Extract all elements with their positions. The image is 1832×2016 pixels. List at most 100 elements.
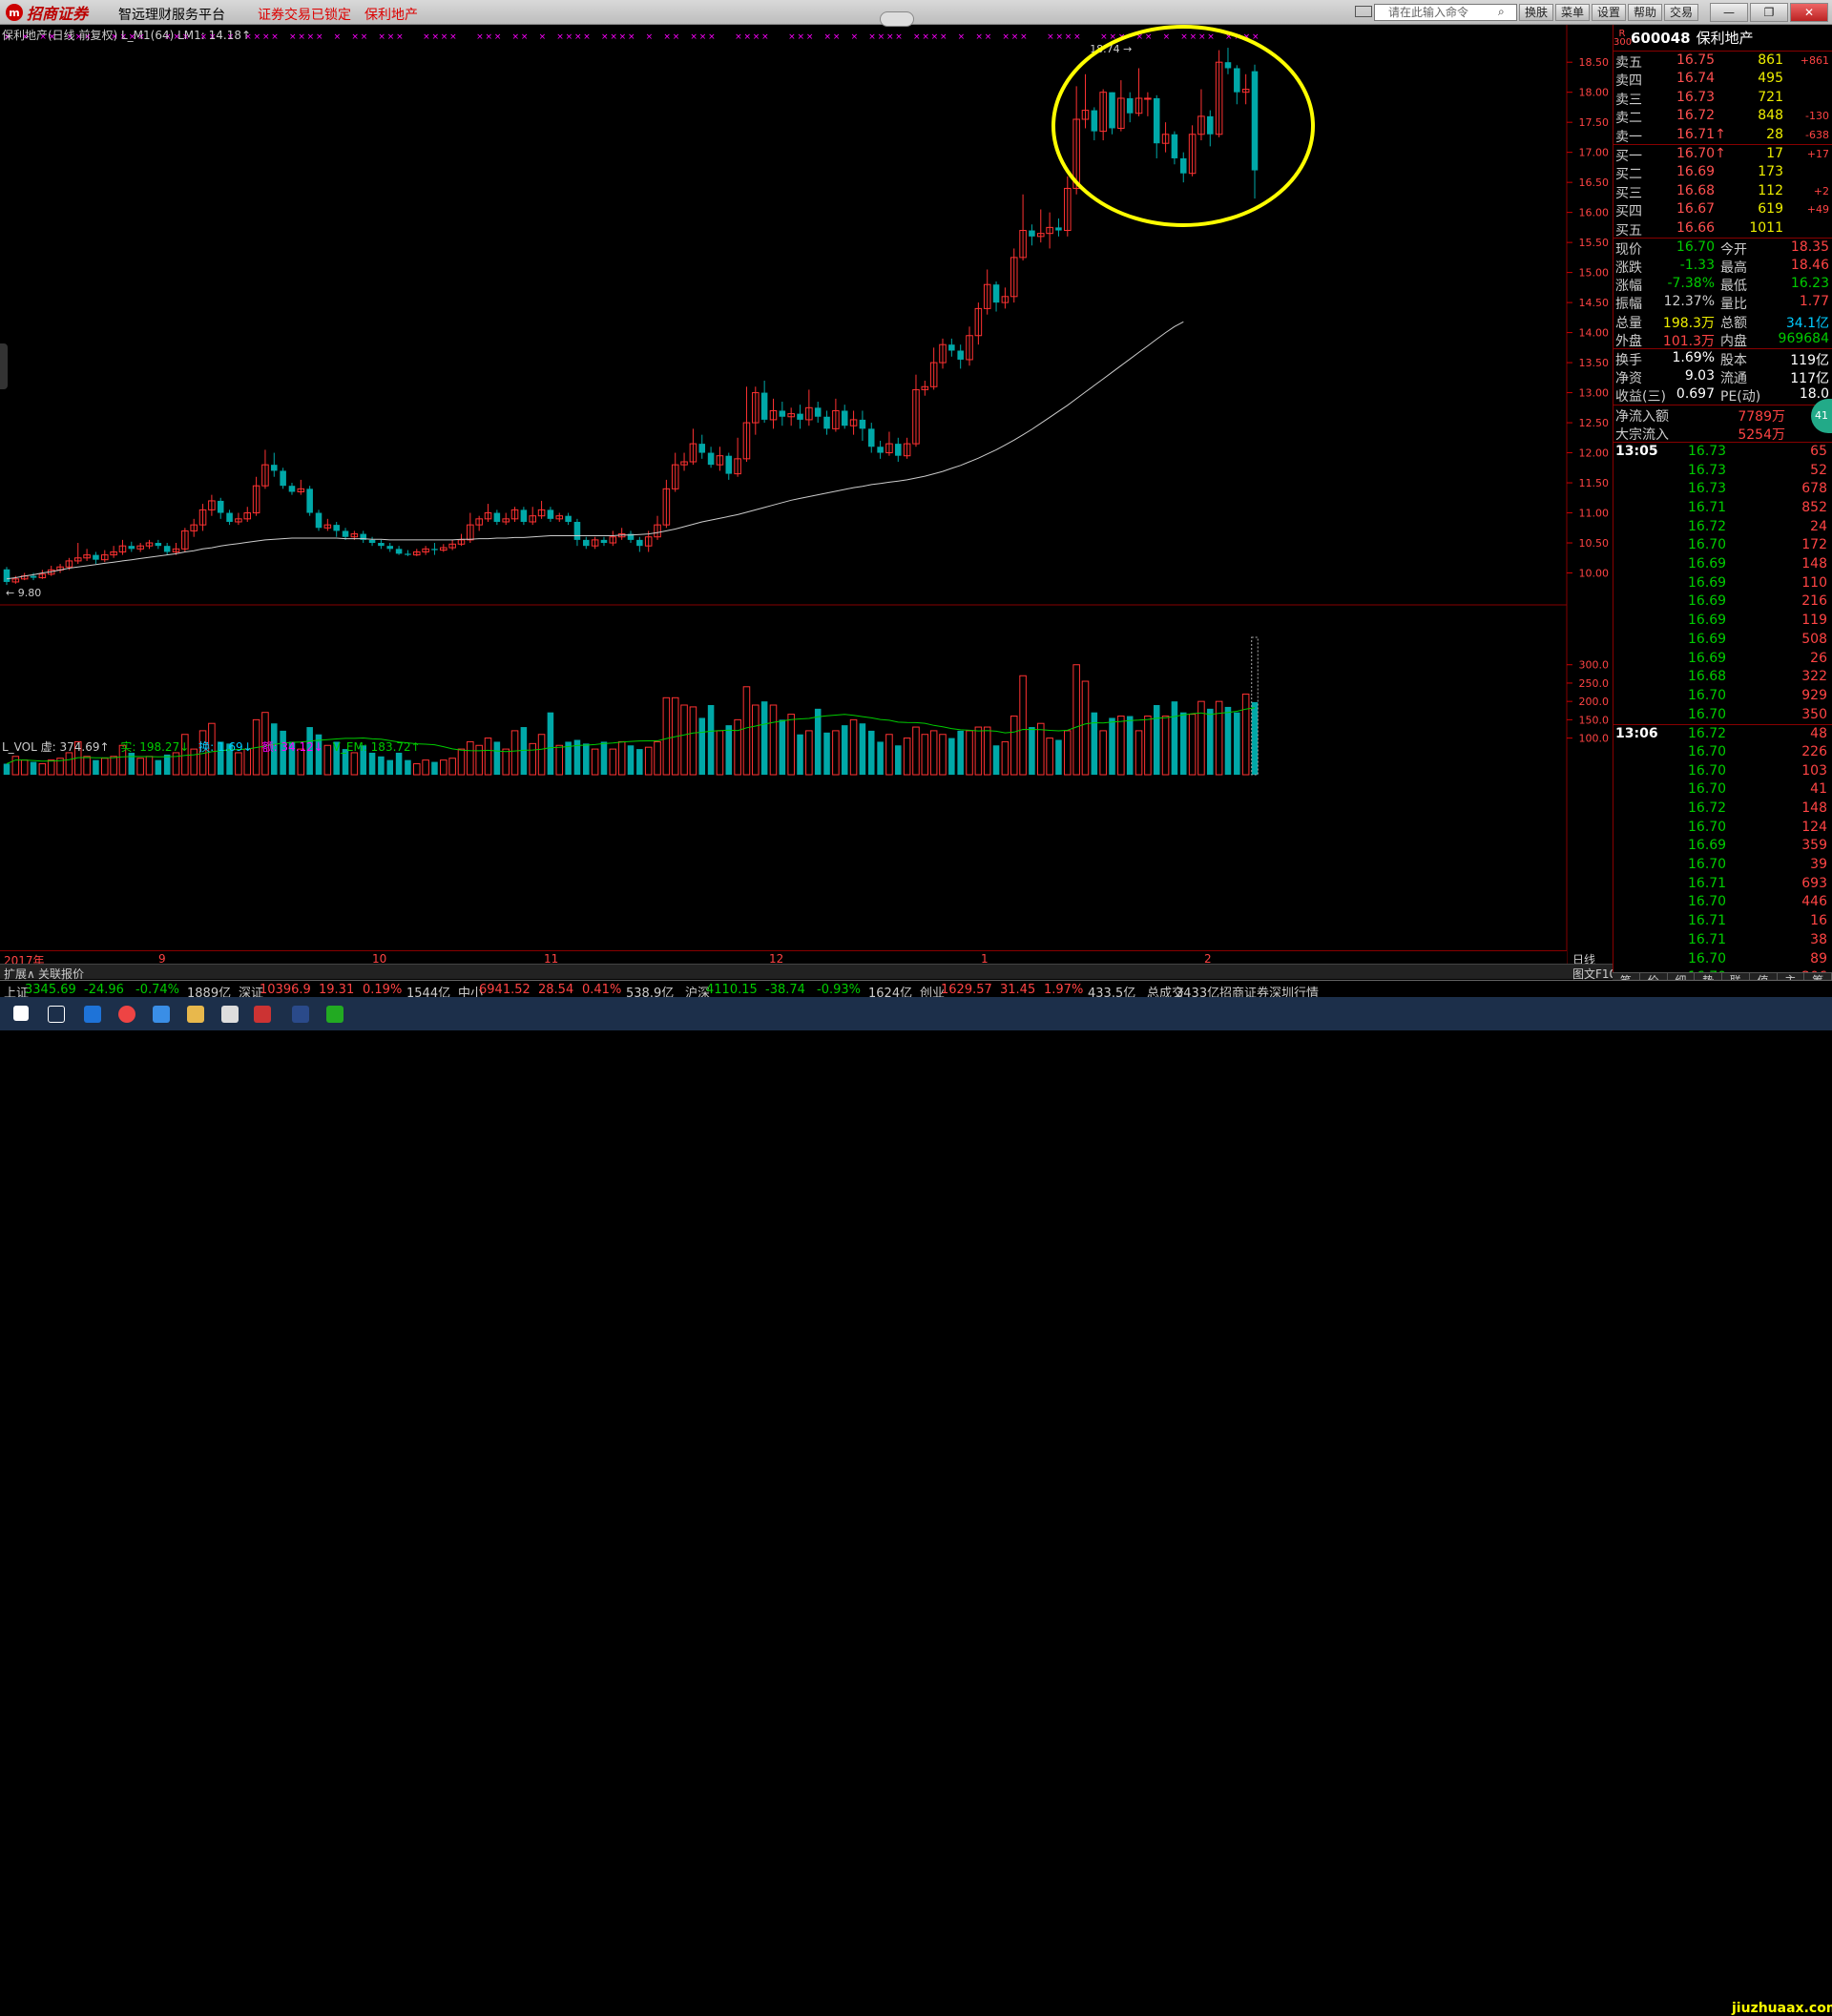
bid-level[interactable]: 买二 16.69 173 xyxy=(1613,163,1832,182)
folder-icon[interactable] xyxy=(187,1006,204,1023)
tick-row[interactable]: 16.72 24 xyxy=(1613,518,1832,537)
tick-row[interactable]: 16.70 89 xyxy=(1613,950,1832,969)
volume-bar xyxy=(280,730,286,775)
close-button[interactable]: ✕ xyxy=(1790,3,1828,22)
index-item: 1629.57 xyxy=(941,983,992,997)
tick-row[interactable]: 16.71 852 xyxy=(1613,499,1832,518)
candle-body xyxy=(1179,157,1187,174)
signal-marker: × xyxy=(200,32,208,42)
x-label: 1 xyxy=(981,952,989,966)
period-label[interactable]: 日线 xyxy=(1572,953,1596,966)
candle-body xyxy=(457,539,466,545)
bid-level[interactable]: 买五 16.66 1011 xyxy=(1613,219,1832,239)
settings-button[interactable]: 设置 xyxy=(1592,4,1626,21)
ie-icon[interactable] xyxy=(153,1006,170,1023)
volume-bar xyxy=(644,746,653,776)
minimize-button[interactable]: — xyxy=(1710,3,1748,22)
tick-row[interactable]: 16.70 929 xyxy=(1613,687,1832,706)
tick-row[interactable]: 16.70 350 xyxy=(1613,706,1832,725)
tick-row[interactable]: 16.70 226 xyxy=(1613,743,1832,762)
virtual-volume-bar xyxy=(1251,636,1259,776)
volume-bar xyxy=(20,759,29,776)
kline-chart-area[interactable]: 18.50 18.00 17.50 17.00 16.50 16.00 15.50 15.00… xyxy=(0,25,1613,973)
app-icon[interactable] xyxy=(254,1006,271,1023)
edge-icon[interactable] xyxy=(84,1006,101,1023)
tick-row[interactable]: 16.71 16 xyxy=(1613,912,1832,931)
tick-row[interactable]: 16.69 508 xyxy=(1613,631,1832,650)
kline-chart-svg[interactable]: 18.50 18.00 17.50 17.00 16.50 16.00 15.50 15.00… xyxy=(0,25,1613,973)
signal-marker: × xyxy=(351,32,359,42)
tick-row[interactable]: 16.70 124 xyxy=(1613,819,1832,838)
right-panel-grip[interactable]: 41 xyxy=(1811,399,1832,433)
ask-level[interactable]: 卖四 16.74 495 xyxy=(1613,70,1832,89)
candle-body xyxy=(1117,97,1125,129)
keyboard-icon[interactable] xyxy=(1355,6,1372,17)
tab-related-quotes[interactable]: 关联报价 xyxy=(38,967,85,981)
title-stock-name[interactable]: 保利地产 xyxy=(364,8,418,23)
volume-bar xyxy=(1215,700,1223,776)
help-button[interactable]: 帮助 xyxy=(1628,4,1662,21)
tick-row[interactable]: 13:06 16.72 48 xyxy=(1613,724,1832,743)
search-icon[interactable]: ⌕ xyxy=(1498,5,1505,18)
candle-body xyxy=(440,547,448,551)
volume-bar xyxy=(288,741,296,775)
task-view-icon[interactable] xyxy=(48,1006,65,1023)
tick-row[interactable]: 16.70 446 xyxy=(1613,893,1832,912)
tick-row[interactable]: 16.71 38 xyxy=(1613,931,1832,950)
tick-row[interactable]: 16.69 119 xyxy=(1613,612,1832,631)
ask-level[interactable]: 卖五 16.75 861 +861 xyxy=(1613,52,1832,71)
signal-marker: × xyxy=(227,32,235,42)
volume-bar xyxy=(1055,739,1062,775)
skin-button[interactable]: 换肤 xyxy=(1519,4,1553,21)
tick-row[interactable]: 16.69 359 xyxy=(1613,837,1832,856)
ask-level[interactable]: 卖二 16.72 848 -130 xyxy=(1613,107,1832,126)
volume-bar xyxy=(912,726,920,776)
tick-row[interactable]: 13:05 16.73 65 xyxy=(1613,443,1832,462)
start-icon[interactable] xyxy=(13,1006,29,1021)
left-panel-grip[interactable] xyxy=(0,343,8,389)
tick-row[interactable]: 16.69 216 xyxy=(1613,592,1832,612)
ask-level[interactable]: 卖一 16.71↑ 28 -638 xyxy=(1613,126,1832,145)
tick-row[interactable]: 16.70 103 xyxy=(1613,762,1832,781)
tick-row[interactable]: 16.72 148 xyxy=(1613,800,1832,819)
candle-body xyxy=(760,392,768,420)
index-item: 3345.69 xyxy=(25,983,76,997)
volume-tick-label: 250.0 xyxy=(1579,677,1610,690)
tick-row[interactable]: 16.70 39 xyxy=(1613,856,1832,875)
tick-row[interactable]: 16.70 41 xyxy=(1613,780,1832,800)
bid-level[interactable]: 买三 16.68 112 +2 xyxy=(1613,182,1832,201)
tab-expand[interactable]: 扩展∧ xyxy=(4,967,35,981)
chrome-icon[interactable] xyxy=(118,1006,135,1023)
bid-level[interactable]: 买四 16.67 619 +49 xyxy=(1613,200,1832,219)
signal-marker: × xyxy=(316,32,323,42)
volume-bar xyxy=(769,704,778,776)
trade-lock-message[interactable]: 证券交易已锁定 xyxy=(258,8,351,23)
trade-button[interactable]: 交易 xyxy=(1664,4,1698,21)
bid-level[interactable]: 买一 16.70↑ 17 +17 xyxy=(1613,145,1832,164)
tick-row[interactable]: 16.70 172 xyxy=(1613,536,1832,555)
quote-fundamentals: 换手 1.69% 股本 119亿 净资 9.03 流通 117亿 收益(三) 0.697 PE(动)… xyxy=(1613,349,1832,405)
app2-icon[interactable] xyxy=(292,1006,309,1023)
f10-label[interactable]: 图文F10 xyxy=(1572,967,1617,981)
tick-row[interactable]: 16.73 678 xyxy=(1613,480,1832,499)
collapse-toggle-button[interactable] xyxy=(880,11,914,27)
tick-row[interactable]: 16.69 148 xyxy=(1613,555,1832,574)
command-input[interactable]: 请在此输入命令 xyxy=(1374,4,1517,21)
ask-level[interactable]: 卖三 16.73 721 xyxy=(1613,89,1832,108)
volume-bar xyxy=(520,727,528,775)
tick-row[interactable]: 16.68 322 xyxy=(1613,668,1832,687)
maximize-button[interactable]: ❐ xyxy=(1750,3,1788,22)
store-icon[interactable] xyxy=(221,1006,239,1023)
tick-row[interactable]: 16.73 52 xyxy=(1613,462,1832,481)
menu-button[interactable]: 菜单 xyxy=(1555,4,1590,21)
volume-bar xyxy=(378,756,385,775)
wechat-icon[interactable] xyxy=(326,1006,344,1023)
candle-body xyxy=(1153,97,1160,144)
tick-row[interactable]: 16.71 693 xyxy=(1613,875,1832,894)
price-tick-label: 15.50 xyxy=(1579,237,1610,249)
bid-label: 买一 xyxy=(1615,148,1642,164)
signal-marker: × xyxy=(1047,32,1054,42)
tick-row[interactable]: 16.69 26 xyxy=(1613,650,1832,669)
tick-row[interactable]: 16.69 110 xyxy=(1613,574,1832,593)
tick-list[interactable]: 13:05 16.73 65 16.73 52 16.73 678 16.71 852 16.72… xyxy=(1613,443,1832,1007)
